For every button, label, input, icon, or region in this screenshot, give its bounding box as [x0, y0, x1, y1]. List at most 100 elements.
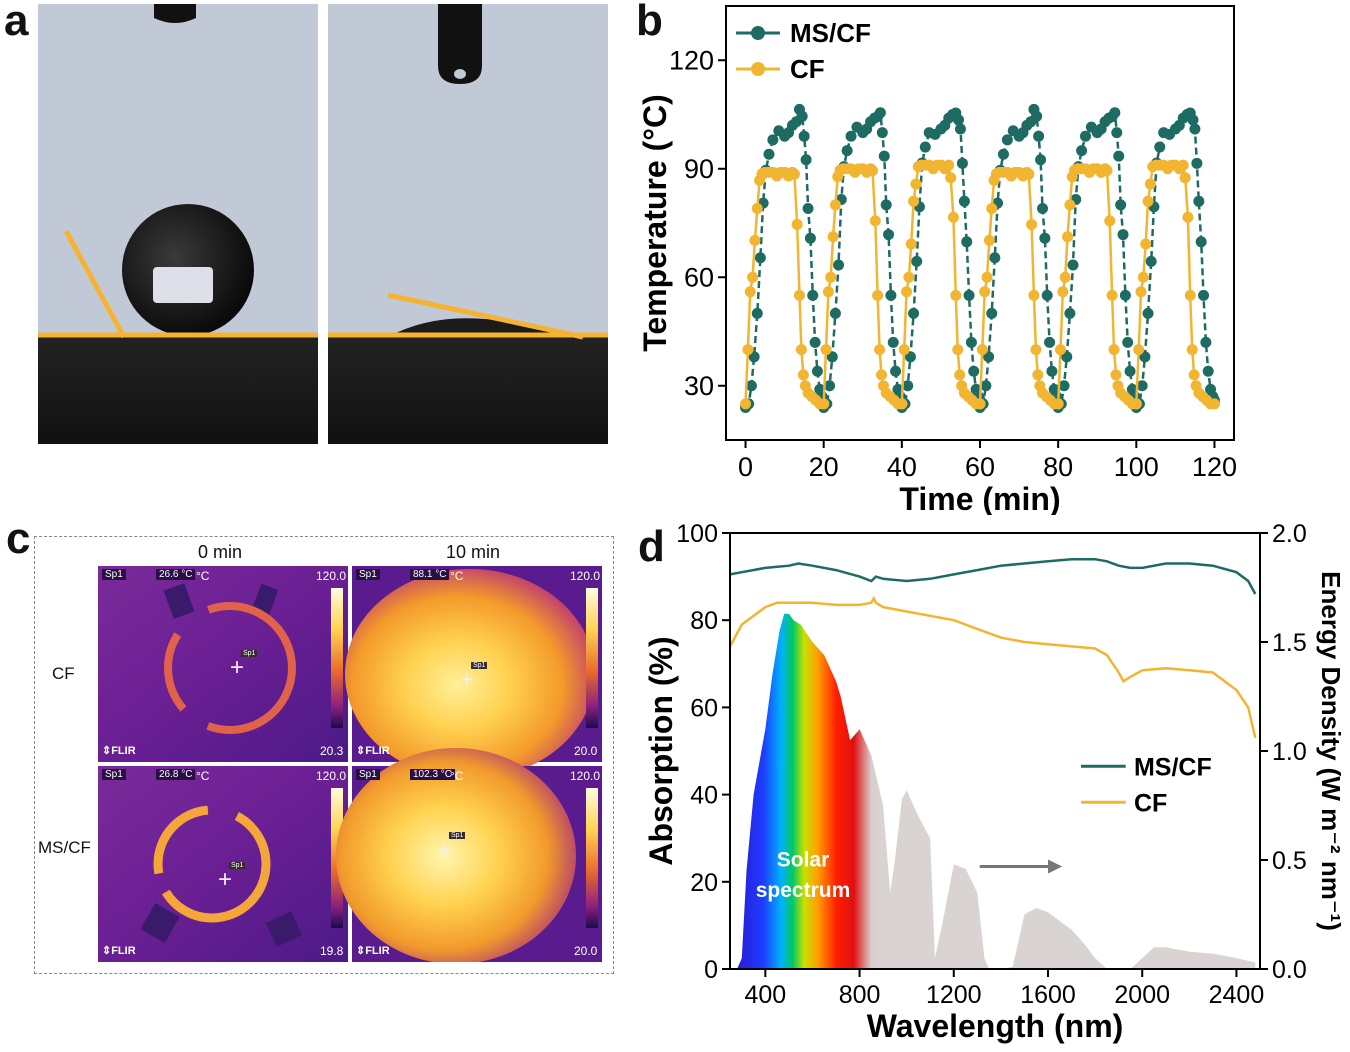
- data-point-ms-cf: [1117, 229, 1129, 241]
- data-point-ms-cf: [911, 255, 923, 267]
- y-tick-label-d: 60: [690, 694, 718, 722]
- data-point-cf: [947, 211, 959, 223]
- thermal-scale-min: 20.0: [574, 944, 598, 958]
- legend-label-d: CF: [1134, 789, 1167, 817]
- absorption-line-cf: [728, 595, 1257, 739]
- data-point-ms-cf: [961, 236, 973, 248]
- thermal-crosshair-icon: +: [438, 836, 453, 863]
- y-tick-label-b: 120: [669, 45, 714, 75]
- y-axis-label-b: Temperature (°C): [637, 94, 673, 352]
- data-point-ms-cf: [845, 130, 857, 142]
- data-point-ms-cf: [798, 130, 810, 142]
- y-tick-label-d: 0: [704, 956, 718, 984]
- data-point-ms-cf: [1113, 150, 1125, 162]
- thermal-scale-min: 20.3: [320, 744, 344, 758]
- data-point-cf: [1208, 398, 1220, 410]
- thermal-unit: °C: [196, 769, 210, 783]
- x-tick-label-b: 60: [965, 452, 995, 482]
- legend-label-d: MS/CF: [1134, 753, 1212, 781]
- data-point-cf: [910, 178, 922, 190]
- data-point-cf: [986, 203, 998, 215]
- data-point-ms-cf: [1122, 336, 1134, 348]
- solar-annotation-line1: Solar: [777, 849, 830, 872]
- data-point-cf: [1130, 398, 1142, 410]
- data-point-ms-cf: [841, 145, 853, 157]
- data-point-ms-cf: [890, 365, 902, 377]
- x-tick-label-b: 20: [809, 452, 839, 482]
- x-tick-label-b: 0: [738, 452, 753, 482]
- data-point-cf: [744, 286, 756, 298]
- data-point-cf: [981, 271, 993, 283]
- y-axis-label-d: Absorption (%): [643, 636, 679, 865]
- y-tick-label-b: 60: [684, 262, 714, 292]
- panel-label-d: d: [638, 522, 665, 571]
- data-point-cf: [1026, 218, 1038, 230]
- flir-logo: ⇕FLIR: [356, 945, 390, 957]
- data-point-ms-cf: [804, 232, 816, 244]
- data-point-ms-cf: [811, 365, 823, 377]
- data-point-cf: [1137, 271, 1149, 283]
- y-tick-label-d: 100: [676, 520, 718, 548]
- absorption-spectrum-chart: 400 800 1200 1600 2000 2400 0 20 40 60 80 100 0.0 0.5…: [643, 520, 1346, 1044]
- data-point-ms-cf: [963, 289, 975, 301]
- data-point-cf: [1057, 286, 1069, 298]
- thermal-sp-label: Sp1: [356, 569, 380, 580]
- needle-right: [438, 4, 482, 84]
- flir-logo: ⇕FLIR: [102, 945, 136, 957]
- thermal-tile-mscf-10min: [336, 748, 602, 962]
- data-point-cf: [950, 289, 962, 301]
- data-point-cf: [827, 231, 839, 243]
- data-point-cf: [751, 203, 763, 215]
- data-point-ms-cf: [908, 307, 920, 319]
- data-point-ms-cf: [1109, 107, 1121, 119]
- photo-ms-cf-droplet: [38, 4, 318, 444]
- x-tick-label-d: 2400: [1209, 981, 1265, 1009]
- temperature-cycle-chart: 0 20 40 60 80 100 120 30 60 90 120 Time (min) Temper…: [637, 5, 1237, 515]
- data-point-ms-cf: [809, 336, 821, 348]
- row-label-cf: CF: [52, 664, 75, 683]
- col-label-0min: 0 min: [198, 542, 243, 562]
- data-point-ms-cf: [807, 289, 819, 301]
- data-point-ms-cf: [1031, 110, 1043, 122]
- panel-label-a: a: [4, 0, 29, 45]
- data-point-ms-cf: [887, 336, 899, 348]
- data-point-ms-cf: [1058, 380, 1070, 392]
- data-point-ms-cf: [1198, 289, 1210, 301]
- data-point-ms-cf: [763, 148, 775, 160]
- data-point-ms-cf: [1136, 380, 1148, 392]
- row-label-ms-cf: MS/CF: [38, 838, 91, 857]
- data-point-ms-cf: [902, 380, 914, 392]
- data-point-cf: [945, 172, 957, 184]
- data-point-cf: [1110, 369, 1122, 381]
- data-point-cf: [867, 165, 879, 177]
- thermal-tile-mscf-0min: [98, 766, 348, 962]
- data-point-cf: [749, 234, 761, 246]
- thermal-scale-max: 120.0: [570, 769, 601, 783]
- data-point-cf: [983, 234, 995, 246]
- data-point-ms-cf: [986, 307, 998, 319]
- data-point-ms-cf: [958, 195, 970, 207]
- data-point-ms-cf: [1195, 236, 1207, 248]
- data-point-cf: [898, 344, 910, 356]
- data-point-ms-cf: [989, 252, 1001, 264]
- data-point-ms-cf: [800, 154, 812, 166]
- data-point-ms-cf: [1111, 127, 1123, 139]
- data-point-ms-cf: [1119, 289, 1131, 301]
- data-point-cf: [822, 286, 834, 298]
- data-point-ms-cf: [904, 351, 916, 363]
- thermal-unit: °C: [196, 569, 210, 583]
- data-point-cf: [1177, 159, 1189, 171]
- data-point-cf: [818, 398, 830, 410]
- thermal-sp-label: Sp1: [102, 769, 126, 780]
- data-point-ms-cf: [802, 203, 814, 215]
- legend-label-b: CF: [790, 54, 825, 84]
- data-point-ms-cf: [796, 110, 808, 122]
- x-axis-label-d: Wavelength (nm): [867, 1008, 1124, 1044]
- data-point-ms-cf: [745, 380, 757, 392]
- thermal-scale-max: 120.0: [316, 769, 347, 783]
- data-point-cf: [1179, 172, 1191, 184]
- data-point-ms-cf: [748, 351, 760, 363]
- data-point-ms-cf: [965, 336, 977, 348]
- data-point-ms-cf: [1115, 199, 1127, 211]
- data-point-ms-cf: [1064, 307, 1076, 319]
